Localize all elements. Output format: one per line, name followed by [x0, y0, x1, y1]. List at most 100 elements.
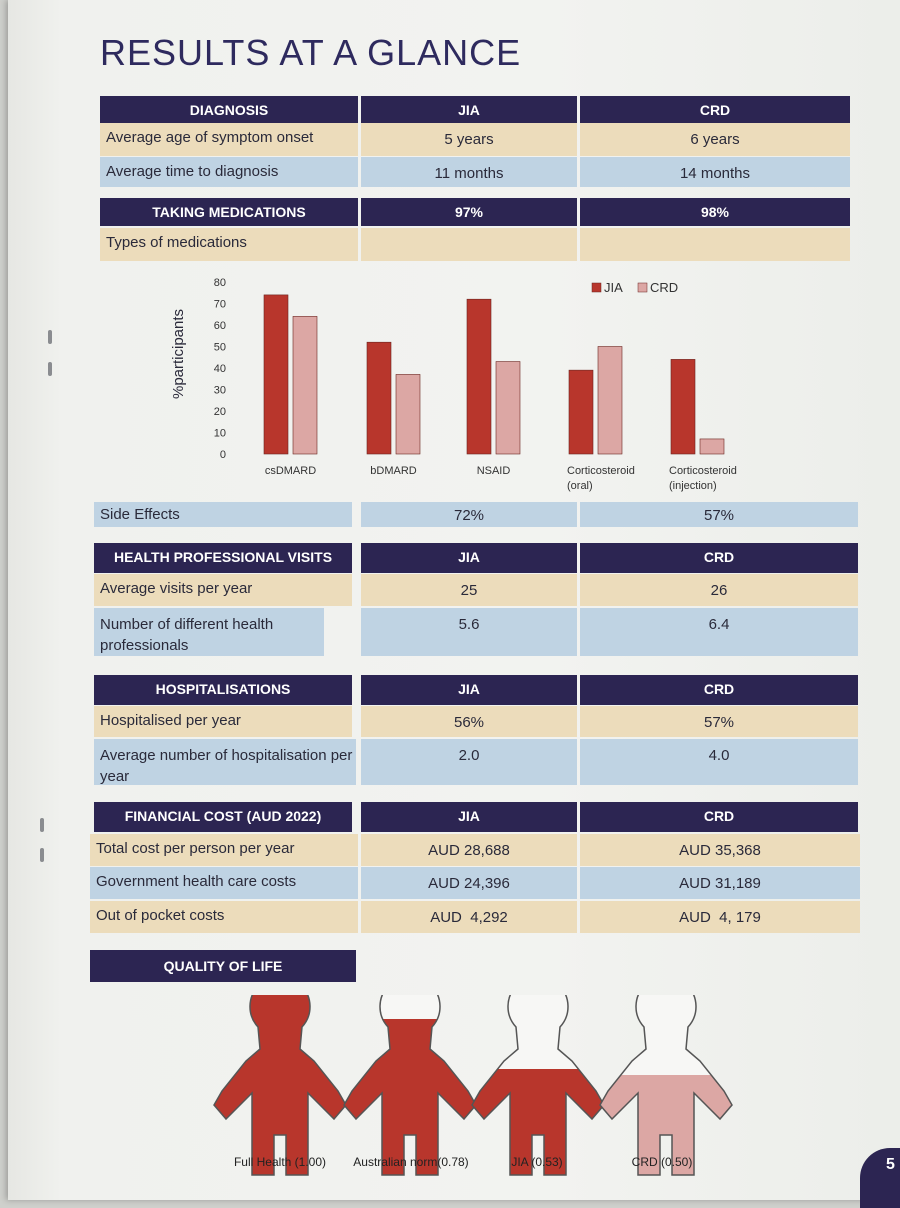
y-tick-label: 80 [214, 277, 226, 289]
medication-types-chart: 0 10 20 30 40 50 60 70 80 csDMARD bDMARD NSAID Cort… [170, 277, 737, 492]
y-tick-label: 20 [214, 406, 226, 418]
hospital-header: HOSPITALISATIONS [94, 675, 352, 705]
row-label: Side Effects [94, 502, 352, 527]
binding-staple [40, 818, 44, 832]
crd-value: 6.4 [580, 608, 858, 656]
empty-cell [580, 228, 850, 261]
jia-column-header: JIA [361, 802, 577, 832]
jia-value: AUD 28,688 [361, 834, 577, 866]
jia-value: 72% [361, 502, 577, 527]
crd-column-header: CRD [580, 543, 858, 573]
legend-swatch-jia [591, 282, 602, 293]
table-row: Hospitalised per year 56% 57% [0, 706, 900, 737]
table-row: Government health care costs AUD 24,396 … [0, 867, 900, 899]
jia-value: 5 years [361, 123, 577, 156]
table-row: Average number of hospitalisation per ye… [0, 739, 900, 785]
medications-header-row: TAKING MEDICATIONS 97% 98% [0, 198, 900, 226]
table-row: Total cost per person per year AUD 28,68… [0, 834, 900, 866]
binding-staple [48, 330, 52, 344]
diagnosis-header-row: DIAGNOSIS JIA CRD [0, 96, 900, 126]
person-figure [471, 995, 605, 1176]
y-tick-label: 50 [214, 342, 226, 354]
crd-value: 26 [580, 574, 858, 606]
hospital-header-row: HOSPITALISATIONS JIA CRD [0, 675, 900, 705]
person-figure [213, 995, 347, 1176]
qol-label-jia: JIA (0.53) [511, 1155, 563, 1169]
row-label: Types of medications [100, 228, 358, 261]
x-tick-label: bDMARD [370, 465, 417, 477]
jia-value: 5.6 [361, 608, 577, 656]
financial-header: FINANCIAL COST (AUD 2022) [94, 802, 352, 832]
bar-jia [263, 294, 289, 455]
crd-value: 4.0 [580, 739, 858, 785]
jia-value: 97% [361, 198, 577, 226]
bar-crd [292, 316, 318, 455]
row-label: Average number of hospitalisation per ye… [94, 739, 356, 785]
medications-header: TAKING MEDICATIONS [100, 198, 358, 226]
person-figure [599, 995, 733, 1176]
jia-value: 56% [361, 706, 577, 737]
crd-value: 6 years [580, 123, 850, 156]
financial-header-row: FINANCIAL COST (AUD 2022) JIA CRD [0, 802, 900, 832]
crd-value: 14 months [580, 157, 850, 187]
bar-crd [395, 374, 421, 455]
jia-value: AUD 4,292 [361, 901, 577, 933]
x-tick-label: (oral) [567, 480, 593, 492]
figure-fill [344, 1019, 476, 1175]
row-label: Government health care costs [90, 867, 358, 899]
crd-value: AUD 4, 179 [580, 901, 860, 933]
figure-fill [214, 995, 346, 1175]
diagnosis-header: DIAGNOSIS [100, 96, 358, 126]
x-tick-label: csDMARD [265, 465, 316, 477]
legend-label-crd: CRD [650, 280, 678, 295]
page-number: 5 [860, 1148, 900, 1208]
bar-crd [597, 346, 623, 455]
crd-column-header: CRD [580, 675, 858, 705]
crd-value: 98% [580, 198, 850, 226]
crd-value: 57% [580, 502, 858, 527]
quality-of-life-header: QUALITY OF LIFE [90, 950, 356, 982]
crd-value: AUD 35,368 [580, 834, 860, 866]
legend-swatch-crd [637, 282, 648, 293]
y-tick-label: 10 [214, 428, 226, 440]
binding-staple [40, 848, 44, 862]
y-tick-label: 0 [220, 449, 226, 461]
qol-label-crd: CRD (0.50) [631, 1155, 693, 1169]
bar-jia [670, 359, 696, 455]
row-label: Average time to diagnosis [100, 157, 358, 187]
visits-header-row: HEALTH PROFESSIONAL VISITS JIA CRD [0, 543, 900, 573]
side-effects-row: Side Effects 72% 57% [0, 502, 900, 527]
jia-column-header: JIA [361, 543, 577, 573]
jia-value: 25 [361, 574, 577, 606]
y-tick-label: 70 [214, 299, 226, 311]
x-tick-label: Corticosteroid [567, 465, 635, 477]
y-tick-label: 60 [214, 320, 226, 332]
quality-of-life-figures [213, 995, 733, 1176]
qol-label-australian-norm: Australian norm(0.78) [353, 1155, 469, 1169]
bar-crd [699, 438, 725, 455]
table-row: Out of pocket costs AUD 4,292 AUD 4, 179 [0, 901, 900, 933]
x-tick-label: (injection) [669, 480, 717, 492]
y-axis-label: %participants [170, 309, 187, 399]
jia-value: 2.0 [361, 739, 577, 785]
visits-header: HEALTH PROFESSIONAL VISITS [94, 543, 352, 573]
jia-column-header: JIA [361, 675, 577, 705]
row-label: Average visits per year [94, 574, 352, 606]
y-tick-label: 30 [214, 385, 226, 397]
crd-value: 57% [580, 706, 858, 737]
crd-column-header: CRD [580, 802, 858, 832]
row-label: Number of different health professionals [94, 608, 324, 656]
row-label: Total cost per person per year [90, 834, 358, 866]
jia-column-header: JIA [361, 96, 577, 126]
crd-column-header: CRD [580, 96, 850, 126]
qol-label-full-health: Full Health (1.00) [233, 1155, 327, 1169]
jia-value: AUD 24,396 [361, 867, 577, 899]
bar-crd [495, 361, 521, 455]
row-label: Hospitalised per year [94, 706, 352, 737]
bar-jia [366, 341, 392, 455]
bar-jia [466, 298, 492, 455]
x-tick-label: NSAID [477, 465, 511, 477]
row-label: Average age of symptom onset [100, 123, 358, 156]
page-title: RESULTS AT A GLANCE [100, 32, 522, 73]
binding-staple [48, 362, 52, 376]
